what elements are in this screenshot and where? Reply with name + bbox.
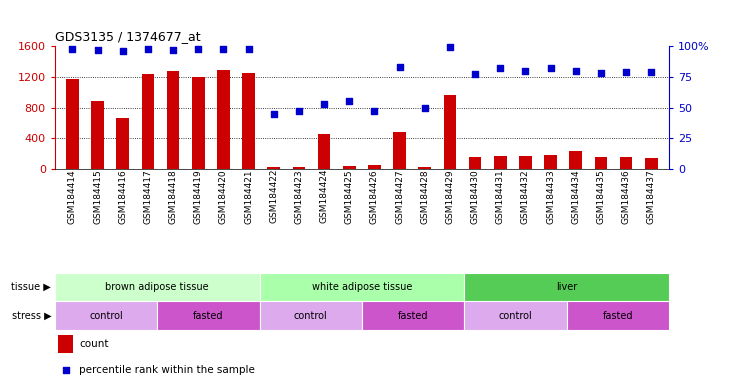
Bar — [567, 301, 669, 330]
Point — [520, 68, 531, 74]
Text: control: control — [499, 311, 532, 321]
Text: control: control — [294, 311, 327, 321]
Text: control: control — [89, 311, 123, 321]
Bar — [594, 157, 607, 169]
Text: liver: liver — [556, 282, 577, 292]
Bar — [464, 273, 669, 301]
Bar — [142, 74, 154, 169]
Text: percentile rank within the sample: percentile rank within the sample — [80, 365, 255, 375]
Bar — [645, 158, 658, 169]
Point — [218, 45, 230, 51]
Bar — [318, 134, 330, 169]
Text: GSM184428: GSM184428 — [420, 169, 429, 223]
Point — [595, 70, 607, 76]
Bar — [569, 151, 582, 169]
Text: GDS3135 / 1374677_at: GDS3135 / 1374677_at — [55, 30, 200, 43]
Point — [167, 47, 179, 53]
Text: GSM184434: GSM184434 — [571, 169, 580, 223]
Text: GSM184429: GSM184429 — [445, 169, 455, 223]
Point — [419, 104, 431, 111]
Bar — [292, 167, 306, 169]
Text: GSM184420: GSM184420 — [219, 169, 228, 223]
Bar — [519, 156, 531, 169]
Text: GSM184427: GSM184427 — [395, 169, 404, 223]
Point — [469, 71, 481, 78]
Text: GSM184417: GSM184417 — [143, 169, 153, 224]
Point — [67, 45, 78, 51]
Text: GSM184414: GSM184414 — [68, 169, 77, 223]
Point — [570, 68, 582, 74]
Text: fasted: fasted — [602, 311, 633, 321]
Bar — [418, 167, 431, 169]
Bar — [58, 335, 73, 353]
Bar — [268, 167, 280, 169]
Bar — [343, 166, 355, 169]
Point — [293, 108, 305, 114]
Bar — [260, 301, 362, 330]
Bar — [116, 118, 129, 169]
Bar — [91, 101, 104, 169]
Text: tissue ▶: tissue ▶ — [12, 282, 51, 292]
Text: GSM184437: GSM184437 — [647, 169, 656, 224]
Bar — [217, 70, 230, 169]
Text: GSM184432: GSM184432 — [521, 169, 530, 223]
Text: GSM184419: GSM184419 — [194, 169, 202, 224]
Text: fasted: fasted — [193, 311, 224, 321]
Point — [243, 45, 254, 51]
Text: count: count — [80, 339, 109, 349]
Text: white adipose tissue: white adipose tissue — [311, 282, 412, 292]
Bar — [192, 77, 205, 169]
Text: GSM184433: GSM184433 — [546, 169, 555, 224]
Bar — [545, 155, 557, 169]
Text: GSM184415: GSM184415 — [93, 169, 102, 224]
Text: GSM184436: GSM184436 — [621, 169, 631, 224]
Bar — [167, 71, 179, 169]
Bar — [393, 132, 406, 169]
Point — [620, 69, 632, 75]
Text: GSM184421: GSM184421 — [244, 169, 253, 223]
Bar — [260, 273, 464, 301]
Text: GSM184423: GSM184423 — [295, 169, 303, 223]
Bar — [368, 165, 381, 169]
Point — [494, 65, 506, 71]
Bar — [157, 301, 260, 330]
Point — [192, 45, 204, 51]
Bar — [362, 301, 464, 330]
Bar — [55, 301, 157, 330]
Text: GSM184425: GSM184425 — [345, 169, 354, 223]
Point — [142, 45, 154, 51]
Point — [545, 65, 556, 71]
Bar — [66, 79, 79, 169]
Point — [394, 64, 406, 70]
Bar — [464, 301, 567, 330]
Text: stress ▶: stress ▶ — [12, 311, 51, 321]
Bar — [469, 157, 482, 169]
Point — [368, 108, 380, 114]
Bar — [444, 95, 456, 169]
Text: GSM184431: GSM184431 — [496, 169, 505, 224]
Text: GSM184424: GSM184424 — [319, 169, 329, 223]
Point — [318, 101, 330, 107]
Point — [444, 44, 455, 50]
Bar — [242, 73, 255, 169]
Text: GSM184416: GSM184416 — [118, 169, 127, 224]
Point — [117, 48, 129, 54]
Point — [344, 98, 355, 104]
Text: brown adipose tissue: brown adipose tissue — [105, 282, 209, 292]
Point — [92, 47, 104, 53]
Bar — [620, 157, 632, 169]
Text: GSM184430: GSM184430 — [471, 169, 480, 224]
Bar — [494, 156, 507, 169]
Text: GSM184435: GSM184435 — [596, 169, 605, 224]
Text: GSM184426: GSM184426 — [370, 169, 379, 223]
Point — [60, 367, 72, 373]
Text: fasted: fasted — [398, 311, 428, 321]
Bar — [55, 273, 260, 301]
Point — [268, 111, 280, 117]
Point — [645, 69, 657, 75]
Text: GSM184418: GSM184418 — [169, 169, 178, 224]
Text: GSM184422: GSM184422 — [269, 169, 279, 223]
